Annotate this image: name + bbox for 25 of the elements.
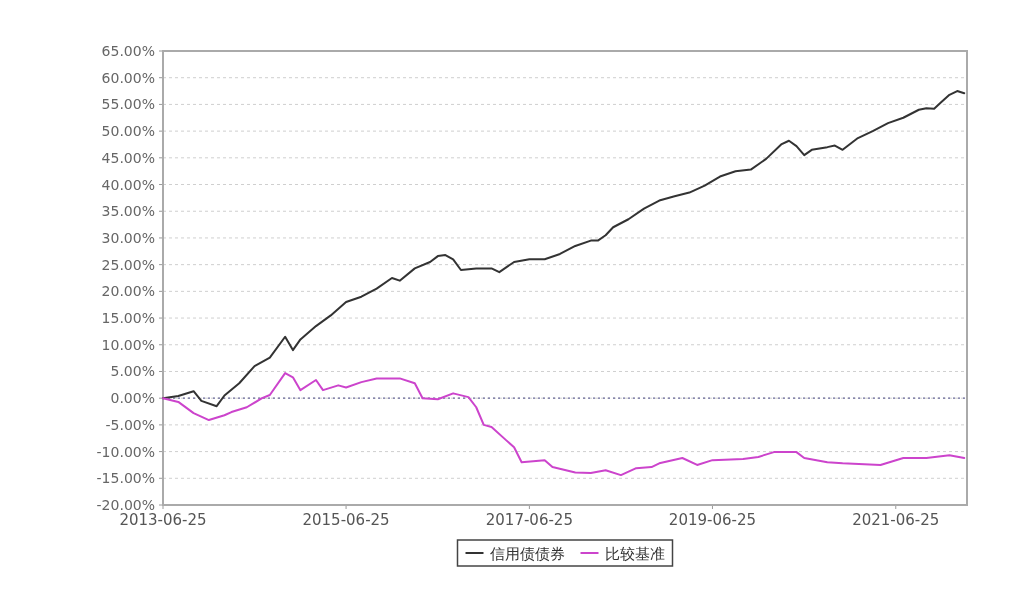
y-tick-label: 10.00%: [101, 336, 155, 353]
y-tick-label: 40.00%: [101, 176, 155, 193]
y-tick-label: -10.00%: [96, 443, 155, 460]
y-tick-label: 35.00%: [101, 203, 155, 220]
y-tick-label: -20.00%: [96, 497, 155, 513]
y-tick-label: 60.00%: [101, 69, 155, 86]
legend-label: 信用债债券: [489, 545, 565, 563]
y-tick-label: 50.00%: [101, 123, 155, 140]
x-tick-label: 2021-06-25: [852, 511, 940, 529]
y-tick-label: -5.00%: [105, 416, 155, 433]
y-tick-label: 65.00%: [101, 43, 155, 59]
x-tick-label: 2017-06-25: [485, 511, 573, 529]
y-tick-label: 15.00%: [101, 310, 155, 327]
y-tick-label: 45.00%: [101, 149, 155, 166]
y-tick-label: -15.00%: [96, 470, 155, 487]
y-tick-label: 30.00%: [101, 229, 155, 246]
y-tick-label: 0.00%: [110, 390, 155, 407]
x-tick-label: 2013-06-25: [119, 511, 207, 529]
x-tick-label: 2019-06-25: [668, 511, 757, 529]
legend-label: 比较基准: [604, 545, 665, 563]
y-tick-label: 20.00%: [101, 283, 155, 300]
x-tick-label: 2015-06-25: [302, 511, 390, 529]
y-tick-label: 5.00%: [110, 363, 155, 380]
y-tick-label: 25.00%: [101, 256, 155, 273]
y-tick-label: 55.00%: [101, 96, 155, 113]
